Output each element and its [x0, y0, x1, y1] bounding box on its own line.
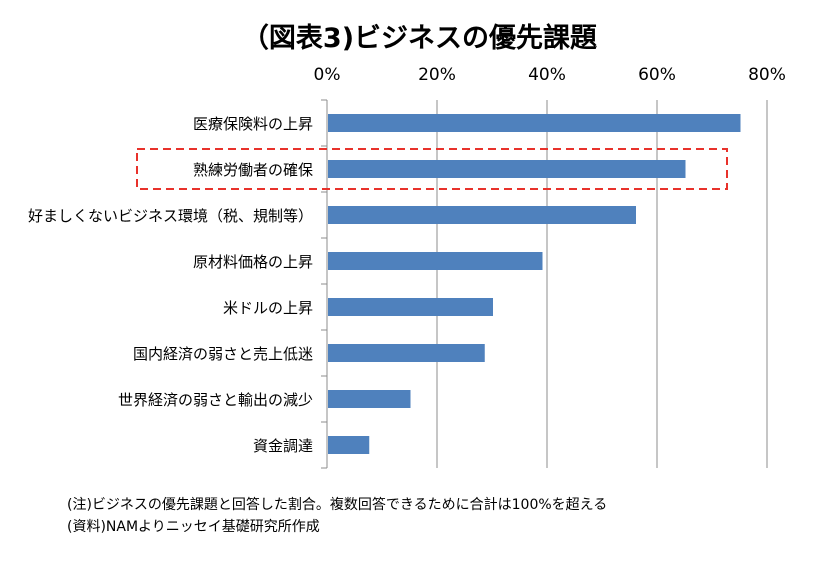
- category-label: 資金調達: [253, 437, 313, 455]
- bar: [328, 160, 686, 178]
- category-label: 原材料価格の上昇: [193, 253, 313, 271]
- footnotes: (注)ビジネスの優先課題と回答した割合。複数回答できるために合計は100%を超え…: [67, 494, 607, 538]
- category-label: 国内経済の弱さと売上低迷: [133, 345, 313, 363]
- highlight-box: [136, 148, 728, 190]
- chart-title: （図表3)ビジネスの優先課題: [241, 23, 598, 54]
- x-tick-label: 20%: [418, 65, 456, 85]
- bar: [328, 436, 370, 454]
- category-label: 米ドルの上昇: [223, 299, 313, 317]
- bar: [328, 390, 411, 408]
- x-tick-label: 60%: [638, 65, 676, 85]
- x-tick-label: 0%: [314, 65, 341, 85]
- category-label: 医療保険料の上昇: [193, 115, 313, 133]
- bar: [328, 114, 741, 132]
- bars: [328, 114, 741, 454]
- source-text: (資料)NAMよりニッセイ基礎研究所作成: [67, 519, 320, 535]
- x-tick-label: 40%: [528, 65, 566, 85]
- category-label: 熟練労働者の確保: [193, 161, 313, 179]
- category-label: 好ましくないビジネス環境（税、規制等）: [28, 207, 313, 225]
- bar: [328, 252, 543, 270]
- category-label: 世界経済の弱さと輸出の減少: [118, 391, 313, 409]
- x-axis-ticks: 0% 20% 40% 60% 80%: [314, 65, 786, 85]
- highlight-dashed-box: [136, 148, 728, 190]
- x-tick-label: 80%: [748, 65, 786, 85]
- bar-chart: 0% 20% 40% 60% 80% 医療保険料の上昇熟練労働者の確保好ましくないビジネ…: [28, 65, 786, 469]
- bar: [328, 344, 485, 362]
- gridlines: [321, 99, 768, 469]
- note-text: (注)ビジネスの優先課題と回答した割合。複数回答できるために合計は100%を超え…: [67, 497, 608, 513]
- bar: [328, 298, 493, 316]
- bar: [328, 206, 636, 224]
